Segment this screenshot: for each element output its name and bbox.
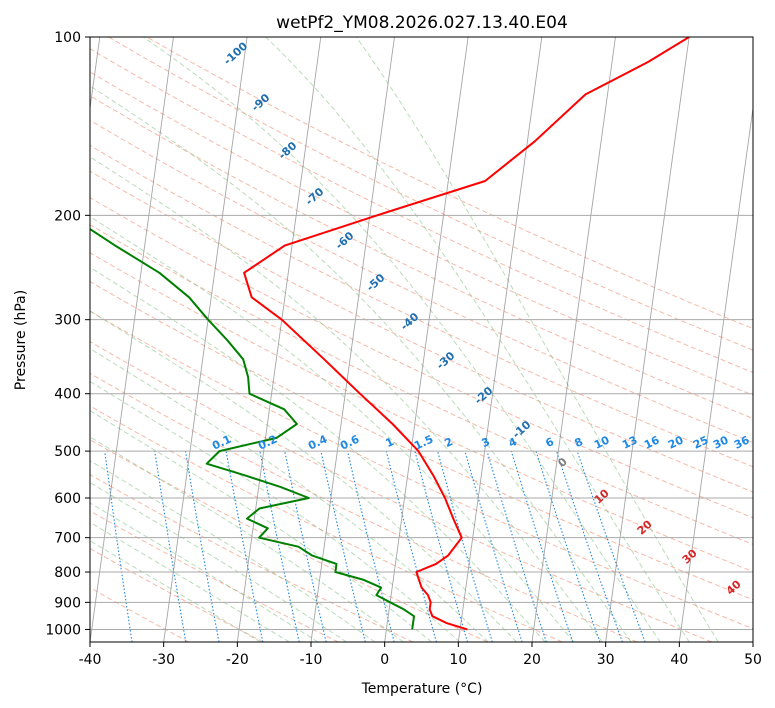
x-tick-label: 0 (380, 652, 389, 668)
dry-adiabat-line (90, 48, 753, 373)
y-tick-label: 900 (54, 595, 81, 611)
moist-adiabat-line (90, 310, 517, 642)
moist-adiabat-line (265, 37, 690, 642)
y-axis-title: Pressure (hPa) (13, 290, 29, 390)
x-tick-label: -10 (300, 652, 323, 668)
dry-adiabat-line (90, 95, 753, 420)
y-tick-label: 500 (54, 444, 81, 460)
moist-adiabat-line (90, 410, 432, 642)
dry-adiabat-line (90, 144, 753, 468)
dry-adiabat-line (90, 474, 414, 642)
y-tick-label: 1000 (45, 622, 81, 638)
plot-background (90, 37, 753, 642)
moist-adiabat-line (142, 37, 661, 642)
plot-frame (89, 36, 754, 643)
dry-adiabat-line (90, 405, 563, 642)
x-tick-label: 40 (670, 652, 688, 668)
mixing-ratio-label: 10 (592, 433, 612, 451)
moist-adiabat-line (90, 266, 546, 642)
isotherm-line (678, 104, 753, 642)
isotherm-line (236, 37, 322, 642)
isotherm-line (531, 37, 616, 642)
isotherm-line (605, 37, 690, 642)
mixing-ratio-label: 25 (691, 433, 710, 451)
axis-layer: -40 -30 -20 -10 0 10 20 30 40 50 100 200 300 400 500 60… (45, 30, 762, 668)
dry-adiabat-line (90, 510, 339, 642)
moist-adiabat-line (90, 85, 632, 642)
moist-adiabat-line (90, 481, 347, 642)
moist-adiabat-line (90, 380, 461, 642)
moist-adiabat-line (90, 156, 603, 642)
dry-adiabat-line (108, 37, 753, 351)
y-tick-label: 300 (54, 313, 81, 329)
y-tick-label: 400 (54, 387, 81, 403)
mixing-ratio-label: 30 (711, 433, 731, 451)
isotherm-line (163, 37, 248, 642)
dry-adiabat-line (90, 372, 638, 642)
dry-adiabat-line (90, 280, 753, 601)
series-layer (90, 37, 690, 631)
y-tick-label: 100 (54, 30, 81, 46)
isotherm-line (310, 37, 395, 642)
y-tick-label: 800 (54, 565, 81, 581)
isotherm-line (90, 37, 174, 642)
isotherm-line (384, 37, 469, 642)
chart-title: wetPf2_YM08.2026.027.13.40.E04 (276, 13, 568, 33)
x-tick-label: -40 (79, 652, 102, 668)
x-tick-label: -20 (226, 652, 249, 668)
isotherm-line (457, 37, 543, 642)
mixing-ratio-label: 36 (732, 433, 752, 451)
y-tick-label: 700 (54, 531, 81, 547)
x-axis-title: Temperature (°C) (361, 681, 483, 697)
dry-adiabat-line (90, 252, 753, 573)
dry-adiabat-line (90, 197, 753, 519)
x-tick-label: 20 (523, 652, 541, 668)
y-tick-label: 200 (54, 208, 81, 224)
grid-layer (90, 37, 753, 642)
mixing-ratio-label: 13 (620, 433, 639, 451)
x-tick-label: 50 (744, 652, 762, 668)
dewpoint-profile-line (90, 227, 415, 630)
mixing-ratio-label: 20 (666, 433, 686, 451)
moist-adiabat-line (90, 348, 489, 642)
x-tick-label: 10 (449, 652, 467, 668)
x-tick-label: -30 (152, 652, 175, 668)
moist-adiabat-line (355, 37, 719, 642)
dry-adiabat-line (90, 119, 753, 443)
y-tick-label: 600 (54, 491, 81, 507)
isotherm-line (752, 638, 753, 642)
moist-adiabat-line (90, 521, 290, 642)
moist-adiabat-line (90, 216, 575, 642)
x-tick-label: 30 (597, 652, 615, 668)
moist-adiabat-line (90, 540, 261, 642)
temperature-profile-line (243, 37, 690, 631)
mixing-ratio-label: 16 (642, 433, 662, 451)
